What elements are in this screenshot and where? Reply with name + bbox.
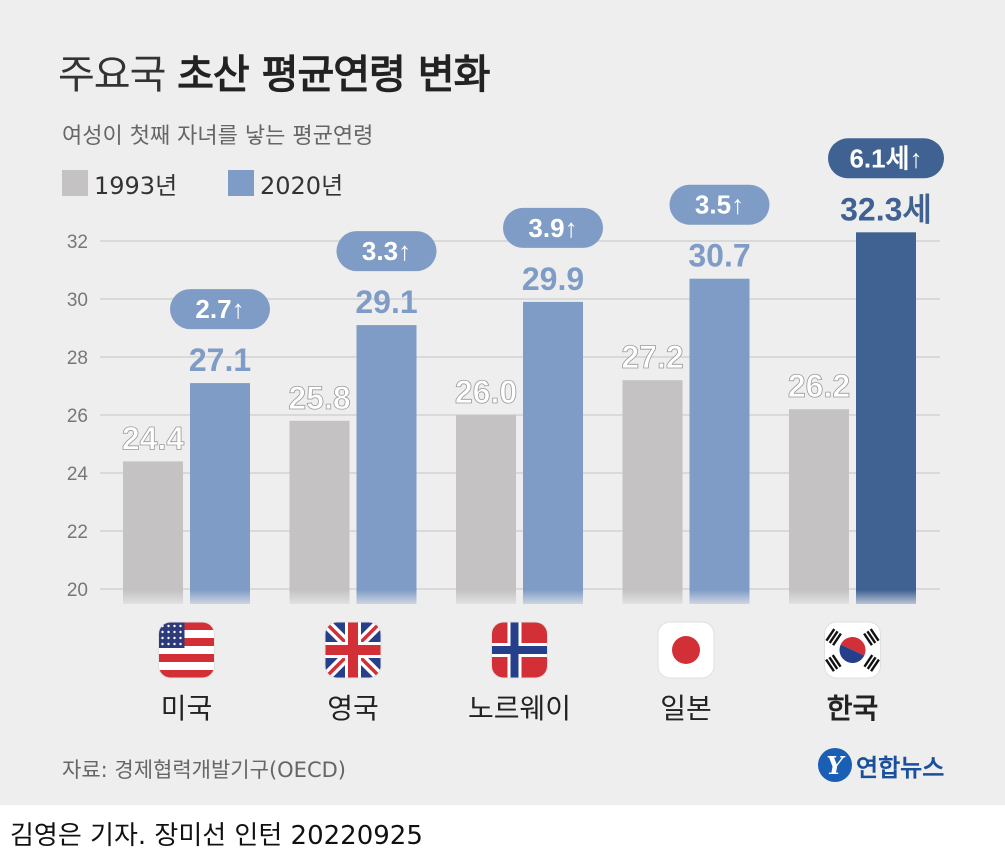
change-badge-label: 3.5↑ xyxy=(695,190,744,220)
bar-1993 xyxy=(622,380,683,604)
change-badge xyxy=(336,231,437,272)
category-label: 일본 xyxy=(660,692,712,725)
legend-swatch-2020 xyxy=(228,170,254,196)
yonhap-logo-icon: Y xyxy=(818,748,852,782)
category-label: 한국 xyxy=(827,692,879,725)
y-tick-label: 30 xyxy=(67,290,88,311)
change-badge xyxy=(669,184,770,225)
value-label-2020: 29.9 xyxy=(522,261,584,297)
japan-flag-icon xyxy=(657,621,715,679)
page-title: 주요국 초산 평균연령 변화 xyxy=(58,42,490,100)
flags xyxy=(158,621,881,679)
title-bold: 초산 평균연령 변화 xyxy=(177,52,490,98)
y-tick-label: 22 xyxy=(67,522,88,543)
change-badge-label: 3.3↑ xyxy=(362,236,411,266)
value-label-1993: 26.2 xyxy=(788,368,850,404)
logo-text: 연합뉴스 xyxy=(856,753,945,782)
change-badges: 2.7↑ 3.3↑ 3.9↑ 3.5↑ 6.1세↑ xyxy=(170,138,944,330)
source-note: 자료: 경제협력개발기구(OECD) xyxy=(62,758,346,782)
value-label-2020: 27.1 xyxy=(189,342,251,378)
norway-flag-icon xyxy=(491,621,548,679)
change-badge xyxy=(170,289,270,330)
change-badge-label: 3.9↑ xyxy=(528,213,577,243)
subtitle: 여성이 첫째 자녀를 낳는 평균연령 xyxy=(62,124,374,149)
category-label: 노르웨이 xyxy=(468,692,571,725)
bar-1993 xyxy=(789,409,849,604)
byline: 김영은 기자. 장미선 인턴 20220925 xyxy=(10,821,423,851)
value-label-1993: 26.0 xyxy=(455,374,517,410)
bar-base-fade xyxy=(100,590,940,610)
bar-2020 xyxy=(356,325,417,604)
korea-flag-icon xyxy=(824,621,881,679)
legend-label-1993: 1993년 xyxy=(94,171,178,200)
change-badge-label: 6.1세↑ xyxy=(849,143,922,173)
category-labels: 미국 영국 노르웨이 일본 한국 xyxy=(161,692,879,725)
y-tick-label: 24 xyxy=(67,464,89,485)
bar-1993 xyxy=(289,420,350,604)
yonhap-logo: Y 연합뉴스 xyxy=(818,745,944,785)
title-light: 주요국 xyxy=(58,52,166,98)
category-label: 영국 xyxy=(327,692,379,725)
legend-item-1993: 1993년 xyxy=(62,168,178,200)
y-axis-ticks: 20 22 24 26 28 30 32 xyxy=(67,232,89,601)
us-flag-icon xyxy=(158,621,215,679)
y-tick-label: 20 xyxy=(67,580,88,601)
value-label-2020: 32.3세 xyxy=(840,191,932,227)
uk-flag-icon xyxy=(324,621,382,679)
value-label-1993: 27.2 xyxy=(621,339,683,375)
change-badge-label: 2.7↑ xyxy=(195,294,244,324)
y-tick-label: 32 xyxy=(67,232,88,253)
y-tick-label: 26 xyxy=(67,406,88,427)
bars xyxy=(123,232,916,605)
legend-item-2020: 2020년 xyxy=(228,168,344,200)
value-label-1993: 25.8 xyxy=(288,380,350,416)
bar-2020 xyxy=(523,301,583,604)
bar-2020 xyxy=(190,383,250,604)
bar-1993 xyxy=(456,415,516,604)
y-tick-label: 28 xyxy=(67,348,88,369)
legend-swatch-1993 xyxy=(62,170,88,196)
bar-1993 xyxy=(123,461,183,604)
bar-2020 xyxy=(856,232,916,605)
change-badge xyxy=(828,138,944,179)
bar-2020 xyxy=(689,278,750,604)
infographic-card: 주요국 초산 평균연령 변화 여성이 첫째 자녀를 낳는 평균연령 1993년 … xyxy=(0,0,1005,805)
value-label-1993: 24.4 xyxy=(122,420,184,456)
value-label-2020: 29.1 xyxy=(355,284,417,320)
value-label-2020: 30.7 xyxy=(688,238,750,274)
legend-label-2020: 2020년 xyxy=(260,171,344,200)
category-label: 미국 xyxy=(161,692,213,725)
change-badge xyxy=(503,207,603,248)
value-labels: 24.4 27.1 25.8 29.1 26.0 29.9 27.2 30.7 26.2 32.3… xyxy=(121,191,932,456)
